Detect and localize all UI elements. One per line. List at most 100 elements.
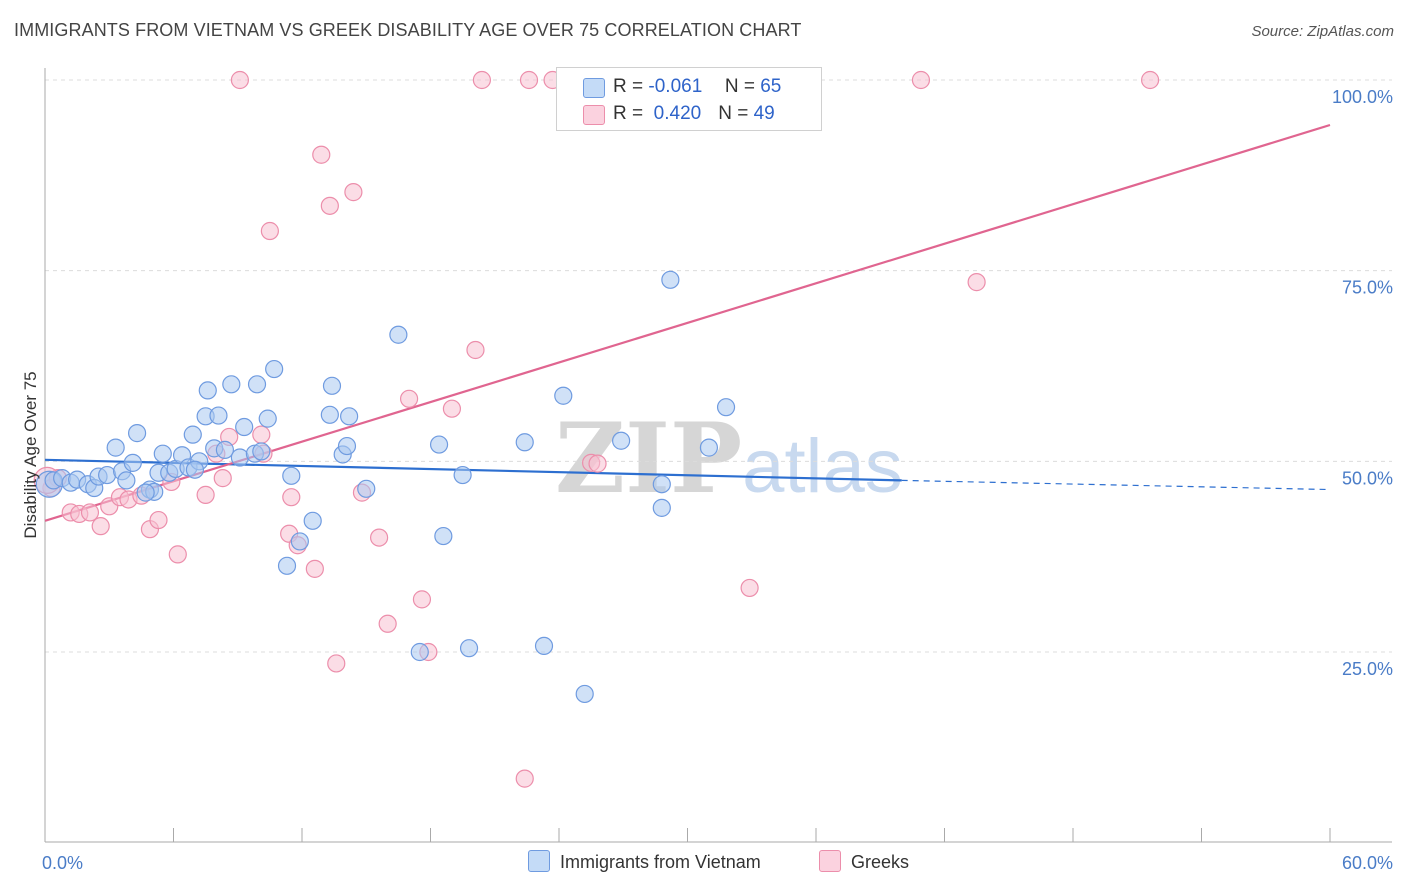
point-greeks (312, 145, 331, 164)
r-label: R = (613, 103, 644, 124)
point-vietnam (136, 483, 155, 502)
point-greeks (378, 614, 397, 633)
point-vietnam (575, 684, 594, 704)
y-tick-label: 100.0% (1332, 87, 1393, 107)
n-label: N = (724, 76, 755, 97)
point-vietnam (652, 475, 671, 494)
legend-swatch-vietnam (528, 850, 550, 872)
point-vietnam (106, 438, 125, 457)
y-tick-label: 50.0% (1342, 468, 1393, 488)
point-vietnam (277, 556, 297, 575)
r-label: R = (613, 76, 644, 97)
point-vietnam (612, 431, 631, 450)
point-greeks (515, 769, 534, 788)
chart-title: IMMIGRANTS FROM VIETNAM VS GREEK DISABIL… (14, 20, 802, 40)
point-vietnam (209, 406, 228, 425)
source-attribution: Source: ZipAtlas.com (1251, 23, 1394, 40)
point-vietnam (322, 376, 342, 395)
axes (44, 68, 1392, 843)
legend-label-vietnam: Immigrants from Vietnam (560, 852, 761, 872)
point-greeks (260, 221, 279, 241)
x-tick-label: 60.0% (1342, 853, 1393, 873)
point-vietnam (337, 436, 357, 456)
n-label: N = (718, 103, 749, 124)
point-vietnam (534, 636, 554, 655)
point-greeks (370, 528, 389, 547)
trend-line-vietnam-extension (901, 479, 1331, 491)
point-vietnam (282, 466, 301, 485)
point-vietnam (230, 448, 249, 467)
x-tick-label: 0.0% (42, 853, 83, 873)
point-vietnam (198, 381, 217, 400)
point-vietnam (235, 417, 254, 437)
vietnam-swatch (583, 78, 605, 98)
point-vietnam (185, 460, 205, 479)
point-vietnam (699, 438, 719, 457)
n-value-vietnam: 65 (760, 76, 782, 97)
greeks-swatch (583, 105, 605, 125)
point-vietnam (554, 386, 573, 405)
point-greeks (168, 545, 187, 564)
point-greeks (399, 389, 419, 408)
point-greeks (327, 654, 346, 673)
legend-swatch-greeks (819, 850, 841, 872)
point-greeks (442, 399, 462, 418)
point-greeks (149, 510, 168, 530)
legend-label-greeks: Greeks (851, 852, 910, 872)
watermark-atlas: atlas (742, 424, 903, 509)
point-vietnam (127, 424, 147, 443)
point-greeks (911, 70, 931, 90)
gridlines (45, 79, 1392, 653)
point-vietnam (247, 375, 267, 394)
point-greeks (80, 503, 100, 522)
point-greeks (282, 488, 301, 507)
point-vietnam (303, 511, 322, 530)
point-vietnam (515, 433, 534, 452)
point-vietnam (117, 471, 136, 490)
point-vietnam (252, 442, 271, 461)
n-value-greeks: 49 (753, 103, 775, 124)
data-points (33, 70, 1160, 788)
legend-item-greeks: Greeks (819, 850, 909, 873)
point-greeks (466, 340, 485, 360)
y-tick-label: 25.0% (1342, 659, 1393, 679)
point-vietnam (183, 425, 202, 444)
stats-legend: R = -0.061 N = 65 R = 0.420 N = 49 (556, 67, 822, 131)
point-greeks (588, 454, 607, 473)
point-vietnam (357, 479, 376, 498)
point-greeks (472, 70, 491, 90)
point-vietnam (222, 375, 241, 394)
point-vietnam (123, 453, 142, 472)
point-vietnam (459, 639, 479, 658)
y-tick-label: 75.0% (1342, 278, 1393, 298)
point-vietnam (652, 498, 671, 517)
point-vietnam (716, 398, 736, 417)
r-value-vietnam: -0.061 (648, 76, 703, 97)
point-greeks (252, 425, 271, 444)
point-vietnam (453, 465, 472, 485)
point-vietnam (98, 465, 117, 485)
tick-labels: 25.0% 50.0% 75.0% 100.0% 0.0% 60.0% (42, 87, 1393, 873)
point-greeks (1140, 70, 1160, 90)
point-greeks (967, 273, 986, 292)
point-greeks (213, 469, 232, 488)
point-vietnam (429, 435, 449, 454)
point-vietnam (661, 270, 680, 289)
point-vietnam (153, 444, 172, 463)
point-vietnam (389, 325, 408, 344)
legend-item-vietnam: Immigrants from Vietnam (528, 850, 761, 873)
point-vietnam (215, 440, 234, 459)
point-vietnam (320, 405, 339, 424)
point-greeks (230, 70, 249, 90)
point-vietnam (340, 407, 359, 426)
point-greeks (740, 578, 759, 598)
point-greeks (196, 485, 215, 504)
point-vietnam (265, 359, 284, 379)
point-greeks (305, 559, 324, 578)
point-vietnam (434, 526, 453, 546)
point-greeks (344, 183, 363, 202)
point-vietnam (258, 409, 277, 428)
point-greeks (412, 590, 432, 609)
point-greeks (519, 70, 539, 90)
